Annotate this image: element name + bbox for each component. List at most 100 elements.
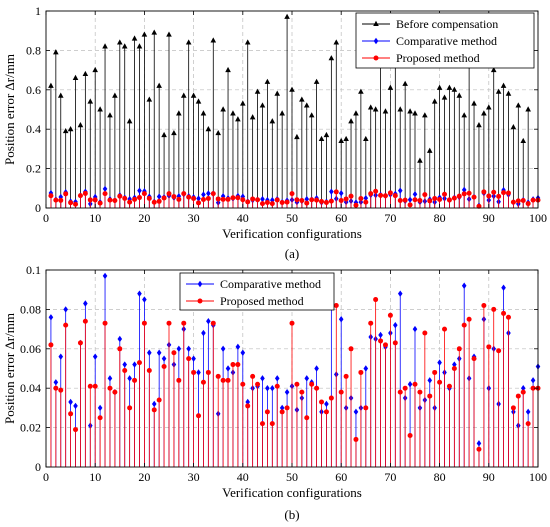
data-point xyxy=(274,375,280,382)
data-point xyxy=(436,84,443,90)
data-point xyxy=(372,106,379,112)
data-point xyxy=(412,381,418,387)
data-point xyxy=(102,320,108,326)
data-point xyxy=(412,197,418,203)
data-point xyxy=(210,191,216,197)
data-point xyxy=(387,84,394,90)
data-point xyxy=(289,320,295,326)
y-tick-label: 1 xyxy=(35,4,41,18)
data-point xyxy=(481,189,487,195)
data-point xyxy=(87,197,93,203)
data-point xyxy=(63,191,69,197)
data-point xyxy=(205,126,212,132)
chart-a: 0 10 20 30 40 50 60 70 80 90 100 0 0.2 0.4 0.6 0.8 1 Veri… xyxy=(2,4,547,261)
data-point xyxy=(176,377,182,383)
series-proposed-method xyxy=(48,297,541,467)
data-point xyxy=(368,191,374,197)
data-point xyxy=(77,122,84,128)
data-point xyxy=(461,282,467,289)
x-axis-label: Verification configurations xyxy=(222,226,362,241)
data-point xyxy=(200,197,206,203)
data-point xyxy=(63,306,68,313)
data-point xyxy=(206,318,211,325)
x-tick-label: 90 xyxy=(483,211,495,225)
data-point xyxy=(260,375,265,382)
data-point xyxy=(92,197,98,203)
data-point xyxy=(240,100,246,106)
data-point xyxy=(304,415,310,421)
data-point xyxy=(417,389,423,395)
data-point xyxy=(230,195,236,201)
data-point xyxy=(471,194,477,200)
data-point xyxy=(244,39,251,45)
data-point xyxy=(68,200,74,206)
data-point xyxy=(68,398,73,406)
data-point xyxy=(382,342,388,348)
x-tick-label: 40 xyxy=(237,211,249,225)
data-point xyxy=(491,189,497,195)
data-point xyxy=(466,190,472,196)
data-point xyxy=(245,398,251,406)
data-point xyxy=(279,409,285,415)
data-point xyxy=(250,373,256,379)
data-point xyxy=(92,383,98,389)
x-tick-label: 80 xyxy=(434,470,446,484)
x-tick-label: 100 xyxy=(529,211,547,225)
data-point xyxy=(437,379,443,385)
data-point xyxy=(515,102,522,108)
data-point xyxy=(461,191,467,197)
data-point xyxy=(215,129,221,136)
data-point xyxy=(235,362,241,368)
data-point xyxy=(353,436,359,442)
data-point xyxy=(102,272,108,280)
legend-marker xyxy=(197,298,203,304)
data-point xyxy=(461,322,467,328)
data-point xyxy=(412,325,418,333)
data-point xyxy=(333,39,340,45)
data-point xyxy=(230,110,236,116)
data-point xyxy=(363,365,369,372)
data-point xyxy=(407,432,413,438)
data-point xyxy=(392,193,398,199)
data-point xyxy=(48,193,54,199)
data-point xyxy=(397,389,403,395)
data-point xyxy=(505,190,511,196)
data-point xyxy=(323,409,329,415)
data-point xyxy=(402,197,408,203)
data-point xyxy=(92,353,98,360)
x-tick-label: 20 xyxy=(138,211,150,225)
data-point xyxy=(171,129,177,136)
data-point xyxy=(215,196,221,202)
data-point xyxy=(137,187,142,194)
x-tick-label: 20 xyxy=(138,470,150,484)
data-point xyxy=(279,199,285,205)
y-tick-label: 0 xyxy=(35,201,41,215)
y-tick-label: 0.08 xyxy=(20,302,41,316)
data-point xyxy=(102,191,108,197)
y-tick-label: 0.04 xyxy=(20,381,41,395)
data-point xyxy=(279,110,285,116)
data-point xyxy=(205,369,211,375)
data-point xyxy=(107,375,113,382)
data-point xyxy=(235,116,241,122)
data-point xyxy=(53,385,59,391)
data-point xyxy=(520,137,527,144)
data-point xyxy=(206,190,211,197)
data-point xyxy=(269,421,275,427)
data-point xyxy=(299,96,305,102)
legend-marker xyxy=(373,37,379,45)
data-point xyxy=(225,377,231,383)
data-point xyxy=(205,196,211,202)
x-tick-label: 50 xyxy=(286,470,298,484)
data-point xyxy=(525,201,531,207)
data-point xyxy=(378,338,384,344)
data-point xyxy=(393,321,398,329)
data-point xyxy=(348,193,354,199)
data-point xyxy=(412,110,418,116)
data-point xyxy=(176,110,182,116)
data-point xyxy=(136,43,143,49)
data-point xyxy=(176,345,182,352)
data-point xyxy=(426,147,433,153)
data-point xyxy=(304,375,310,382)
data-point xyxy=(353,202,359,208)
